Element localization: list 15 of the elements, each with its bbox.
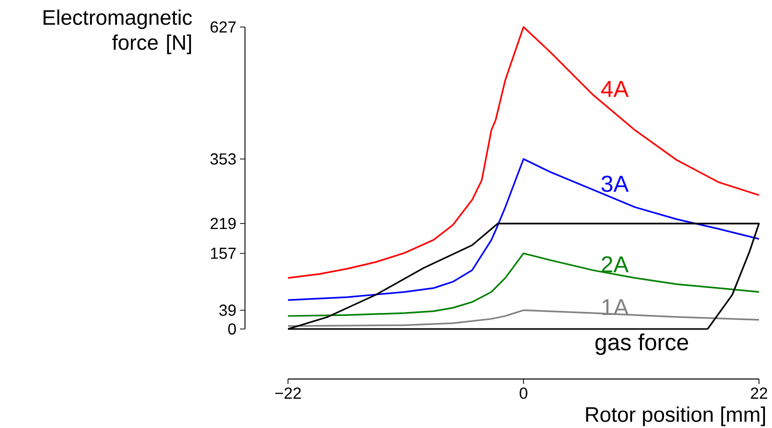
y-tick-label: 219 [210, 218, 236, 230]
x-tick-label: −22 [275, 388, 301, 399]
y-tick-label: 0 [228, 323, 236, 335]
series-label: 4A [601, 80, 629, 97]
y-tick-label: 627 [210, 21, 236, 33]
x-axis-title: Rotor position [mm] [586, 406, 765, 426]
series-label: gas force [595, 334, 688, 355]
y-axis-title: Electromagnetic force [N] [44, 10, 192, 54]
x-tick-label: 22 [750, 388, 768, 399]
x-tick-label: 0 [520, 388, 528, 399]
y-tick-label: 157 [211, 248, 236, 259]
y-tick-label: 39 [219, 304, 236, 316]
series-label: 3A [601, 176, 629, 192]
series-label: 2A [602, 256, 629, 272]
y-tick-label: 353 [210, 153, 236, 165]
